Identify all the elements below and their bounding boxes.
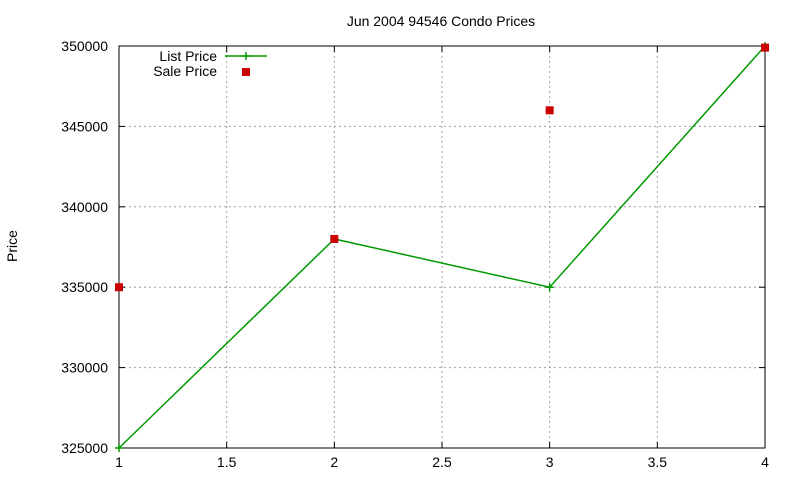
sale-price-point xyxy=(330,234,339,243)
legend-label-sale-price: Sale Price xyxy=(153,63,217,79)
y-tick-label: 335000 xyxy=(61,279,108,295)
y-tick-label: 340000 xyxy=(61,199,108,215)
axes: 1 1.5 2 2.5 3 3.5 4 325000 330000 335000 340000 345… xyxy=(61,38,769,470)
legend-label-list-price: List Price xyxy=(159,48,217,64)
x-tick-label: 2 xyxy=(330,454,338,470)
x-tick-label: 4 xyxy=(761,454,769,470)
legend-marker-sale-price xyxy=(242,68,250,76)
x-tick-label: 2.5 xyxy=(432,454,452,470)
sale-price-point xyxy=(761,43,769,52)
sale-price-point xyxy=(115,283,123,292)
x-tick-label: 1.5 xyxy=(217,454,237,470)
y-tick-label: 325000 xyxy=(61,440,108,456)
y-axis-label: Price xyxy=(4,230,20,262)
x-tick-label: 3.5 xyxy=(648,454,668,470)
list-price-line xyxy=(118,45,766,449)
grid xyxy=(119,46,765,448)
y-tick-label: 350000 xyxy=(61,38,108,54)
legend-marker-list-price xyxy=(242,52,250,60)
chart-title: Jun 2004 94546 Condo Prices xyxy=(347,13,535,29)
x-tick-label: 1 xyxy=(115,454,123,470)
list-price-point xyxy=(545,283,554,292)
sale-price-point xyxy=(545,106,554,115)
y-tick-label: 330000 xyxy=(61,360,108,376)
plot-area xyxy=(115,42,769,452)
y-tick-label: 345000 xyxy=(61,118,108,134)
list-price-point xyxy=(115,444,123,452)
x-tick-label: 3 xyxy=(546,454,554,470)
